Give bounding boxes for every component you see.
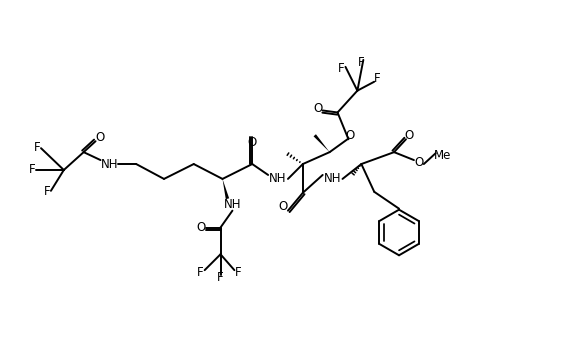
Text: O: O	[313, 102, 323, 115]
Text: F: F	[44, 185, 50, 198]
Text: NH: NH	[324, 172, 341, 186]
Text: O: O	[414, 155, 423, 169]
Text: O: O	[346, 129, 355, 142]
Text: F: F	[217, 271, 224, 284]
Text: F: F	[358, 56, 365, 69]
Text: F: F	[29, 164, 36, 176]
Text: NH: NH	[269, 172, 287, 186]
Polygon shape	[222, 179, 229, 199]
Text: O: O	[248, 136, 257, 149]
Text: O: O	[196, 221, 205, 234]
Text: Me: Me	[434, 149, 451, 162]
Text: F: F	[235, 266, 242, 279]
Text: NH: NH	[224, 198, 241, 211]
Polygon shape	[314, 134, 329, 152]
Text: O: O	[404, 129, 414, 142]
Text: F: F	[374, 72, 380, 85]
Text: NH: NH	[101, 158, 118, 171]
Text: O: O	[278, 200, 288, 213]
Text: F: F	[198, 266, 204, 279]
Text: O: O	[95, 131, 104, 144]
Text: F: F	[34, 141, 40, 154]
Text: F: F	[338, 62, 345, 75]
